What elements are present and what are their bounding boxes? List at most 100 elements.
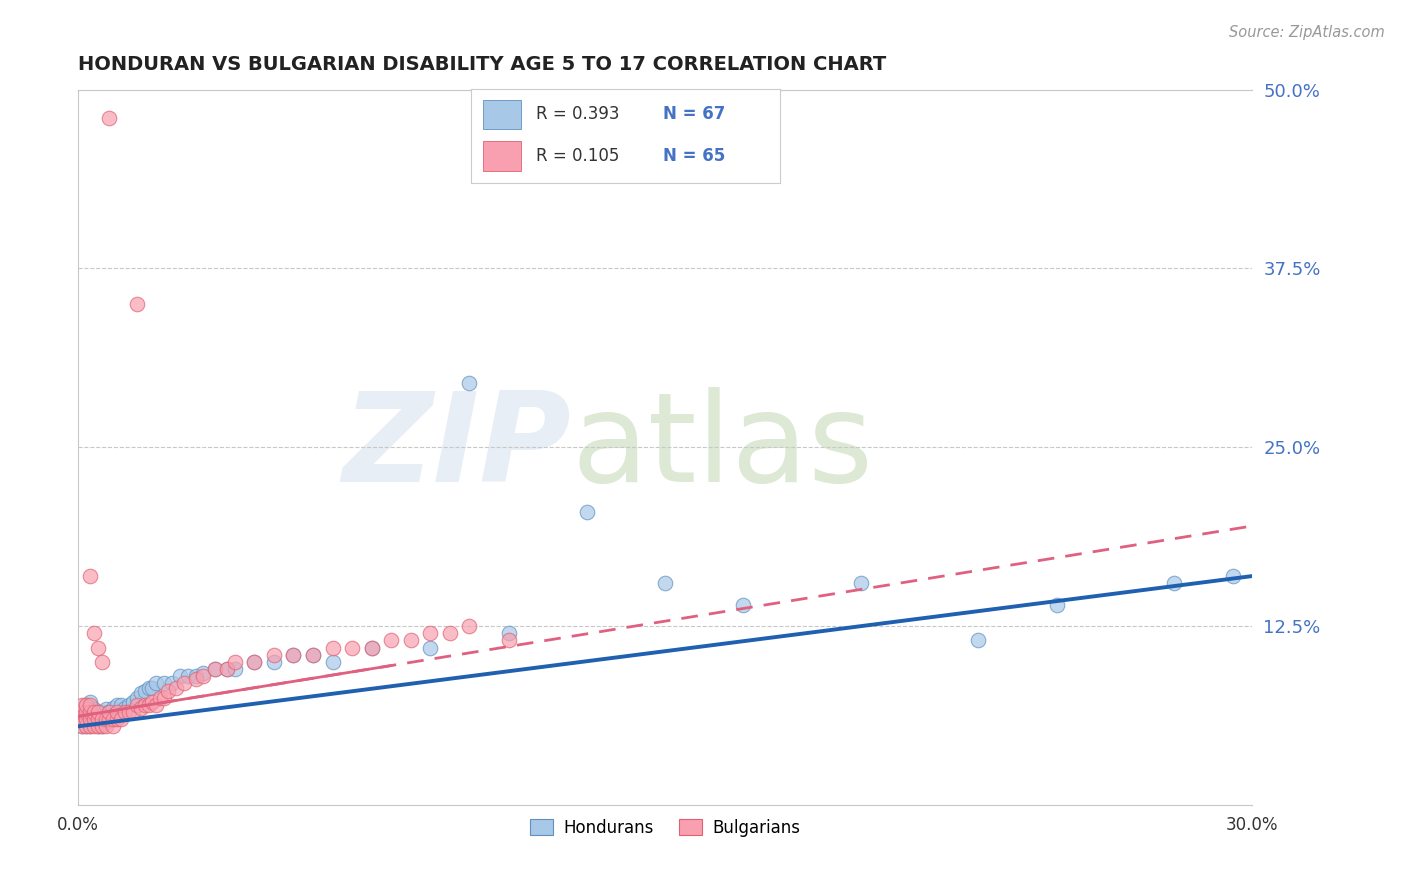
Point — [184, 669, 207, 683]
Point — [849, 576, 872, 591]
Point — [458, 376, 481, 390]
Point — [419, 626, 441, 640]
Point — [79, 719, 101, 733]
Point — [90, 705, 112, 719]
Point — [83, 705, 105, 719]
Point — [90, 719, 112, 733]
Point — [498, 626, 520, 640]
Point — [98, 712, 121, 726]
Point — [125, 690, 148, 705]
Point — [75, 712, 97, 726]
Point — [145, 676, 167, 690]
Point — [86, 640, 108, 655]
Point — [243, 655, 266, 669]
Point — [173, 676, 195, 690]
Point — [224, 662, 246, 676]
Point — [125, 297, 148, 311]
Point — [118, 705, 141, 719]
Point — [302, 648, 325, 662]
Point — [224, 655, 246, 669]
Point — [103, 712, 125, 726]
Point — [79, 705, 101, 719]
Bar — [484, 141, 520, 170]
Point — [149, 690, 172, 705]
Point — [498, 633, 520, 648]
Point — [114, 705, 136, 719]
Point — [733, 598, 755, 612]
Point — [204, 662, 226, 676]
Point — [86, 712, 108, 726]
Point — [302, 648, 325, 662]
Point — [70, 698, 93, 712]
Point — [575, 505, 598, 519]
Point — [138, 681, 160, 695]
Point — [79, 698, 101, 712]
Point — [79, 705, 101, 719]
Point — [86, 712, 108, 726]
Point — [98, 705, 121, 719]
Point — [165, 681, 187, 695]
Point — [153, 690, 176, 705]
Text: ZIP: ZIP — [343, 387, 571, 508]
Point — [458, 619, 481, 633]
Point — [79, 695, 101, 709]
Point — [90, 712, 112, 726]
Text: R = 0.393: R = 0.393 — [536, 105, 620, 123]
Point — [86, 705, 108, 719]
Point — [105, 712, 128, 726]
Point — [160, 676, 183, 690]
Point — [153, 676, 176, 690]
Point — [193, 669, 215, 683]
Point — [138, 698, 160, 712]
Point — [83, 714, 105, 729]
Point — [70, 705, 93, 719]
Point — [105, 705, 128, 719]
Point — [419, 640, 441, 655]
Y-axis label: Disability Age 5 to 17: Disability Age 5 to 17 — [0, 361, 7, 533]
Point — [654, 576, 676, 591]
Point — [129, 700, 152, 714]
Point — [141, 681, 163, 695]
Point — [70, 712, 93, 726]
Point — [94, 702, 117, 716]
Point — [193, 666, 215, 681]
Point — [263, 655, 285, 669]
Point — [263, 648, 285, 662]
Text: N = 65: N = 65 — [662, 146, 725, 165]
Legend: Hondurans, Bulgarians: Hondurans, Bulgarians — [523, 812, 807, 843]
Text: R = 0.105: R = 0.105 — [536, 146, 619, 165]
Point — [134, 698, 156, 712]
Point — [360, 640, 382, 655]
Point — [283, 648, 305, 662]
Point — [967, 633, 990, 648]
Point — [94, 714, 117, 729]
Text: HONDURAN VS BULGARIAN DISABILITY AGE 5 TO 17 CORRELATION CHART: HONDURAN VS BULGARIAN DISABILITY AGE 5 T… — [79, 55, 886, 74]
Point — [103, 719, 125, 733]
Point — [75, 698, 97, 712]
Point — [103, 700, 125, 714]
Point — [94, 719, 117, 733]
Point — [110, 712, 132, 726]
Point — [98, 112, 121, 126]
Point — [125, 698, 148, 712]
Point — [83, 712, 105, 726]
Point — [141, 695, 163, 709]
Point — [105, 698, 128, 712]
Point — [86, 719, 108, 733]
Point — [157, 683, 180, 698]
Text: atlas: atlas — [571, 387, 873, 508]
Point — [83, 626, 105, 640]
Point — [134, 683, 156, 698]
Point — [110, 705, 132, 719]
Point — [75, 698, 97, 712]
Point — [360, 640, 382, 655]
Point — [70, 719, 93, 733]
Point — [145, 698, 167, 712]
Point — [94, 712, 117, 726]
Point — [86, 705, 108, 719]
Point — [129, 686, 152, 700]
Point — [75, 712, 97, 726]
Point — [105, 705, 128, 719]
Point — [90, 712, 112, 726]
Text: Source: ZipAtlas.com: Source: ZipAtlas.com — [1229, 25, 1385, 40]
